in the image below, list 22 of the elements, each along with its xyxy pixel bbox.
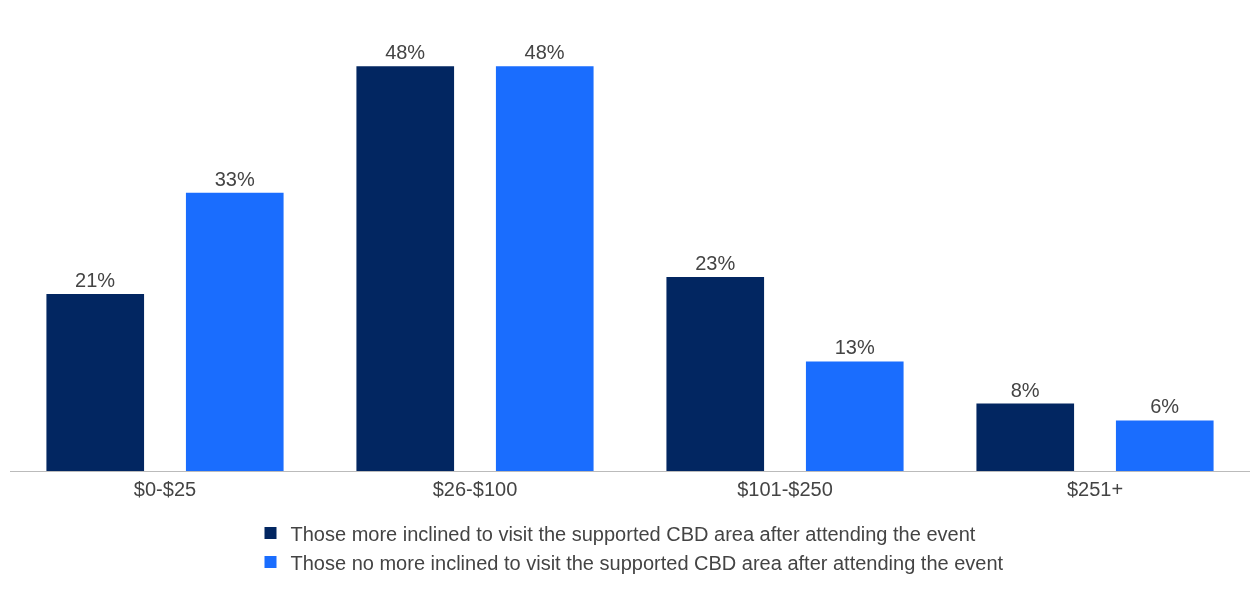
data-label: 6%: [1150, 395, 1180, 418]
data-label: 13%: [834, 336, 875, 359]
data-label: 48%: [385, 41, 426, 64]
data-label: 21%: [75, 268, 116, 291]
data-label: 48%: [524, 41, 565, 64]
data-label: 33%: [214, 167, 255, 190]
bar: [46, 293, 145, 471]
bar: [1115, 420, 1214, 471]
data-label: 23%: [695, 252, 736, 275]
bar: [805, 361, 904, 471]
bar: [666, 277, 765, 471]
bar: [356, 66, 455, 471]
x-tick-label: $26-$100: [432, 478, 518, 500]
x-tick-label: $0-$25: [133, 478, 197, 500]
bar: [185, 192, 284, 471]
x-tick-label: $251+: [1066, 478, 1124, 500]
bar: [495, 66, 594, 471]
legend-label: Those no more inclined to visit the supported CBD area after attending the event: [290, 551, 1004, 574]
x-tick-label: $101-$250: [737, 478, 833, 500]
data-label: 8%: [1010, 378, 1040, 401]
bar: [976, 403, 1075, 471]
legend-label: Those more inclined to visit the supported CBD area after attending the event: [290, 522, 976, 545]
